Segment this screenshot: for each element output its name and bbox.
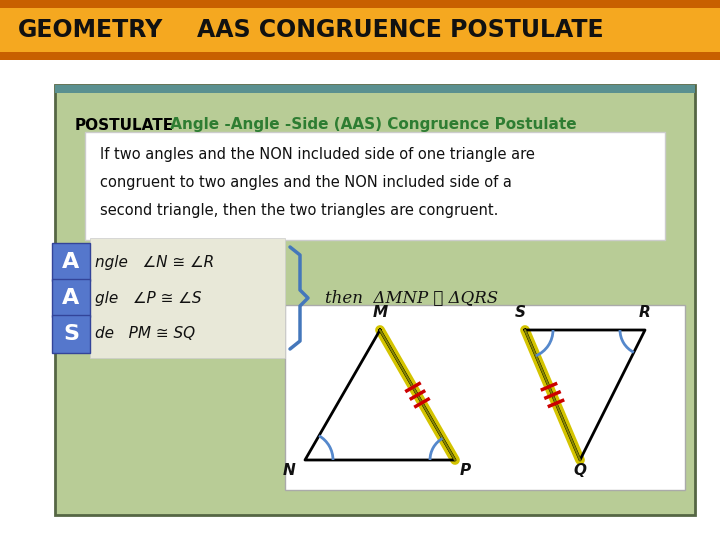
Bar (90, 238, 285, 358)
Bar (285, 305, 685, 490)
Text: then  ΔMNP ≅ ΔQRS: then ΔMNP ≅ ΔQRS (325, 289, 498, 307)
Text: de   PM ≅ SQ: de PM ≅ SQ (95, 327, 195, 341)
Bar (55, 85, 695, 515)
Text: POSTULATE: POSTULATE (75, 118, 174, 132)
Text: gle   ∠P ≅ ∠S: gle ∠P ≅ ∠S (95, 291, 202, 306)
Bar (52, 243, 90, 281)
Bar (0, 52, 720, 60)
Text: congruent to two angles and the NON included side of a: congruent to two angles and the NON incl… (100, 175, 512, 190)
Text: AAS CONGRUENCE POSTULATE: AAS CONGRUENCE POSTULATE (197, 18, 603, 42)
Bar (52, 279, 90, 317)
Bar (0, 0, 720, 8)
Text: Q: Q (574, 463, 587, 478)
Text: S: S (515, 305, 526, 320)
Bar (0, 8, 720, 52)
Bar (52, 315, 90, 353)
Text: GEOMETRY: GEOMETRY (18, 18, 163, 42)
Text: S: S (63, 324, 79, 344)
Text: A: A (63, 288, 80, 308)
Text: N: N (282, 463, 295, 478)
Bar (0, 60, 720, 540)
Text: A: A (63, 252, 80, 272)
Text: R: R (638, 305, 650, 320)
Text: P: P (460, 463, 471, 478)
Bar (55, 85, 695, 93)
Text: If: If (60, 273, 70, 287)
Text: Angle -Angle -Side (AAS) Congruence Postulate: Angle -Angle -Side (AAS) Congruence Post… (165, 118, 577, 132)
Text: M: M (372, 305, 387, 320)
Text: ngle   ∠N ≅ ∠R: ngle ∠N ≅ ∠R (95, 254, 215, 269)
Text: second triangle, then the two triangles are congruent.: second triangle, then the two triangles … (100, 203, 498, 218)
Text: If two angles and the NON included side of one triangle are: If two angles and the NON included side … (100, 147, 535, 162)
Bar (85, 132, 665, 240)
